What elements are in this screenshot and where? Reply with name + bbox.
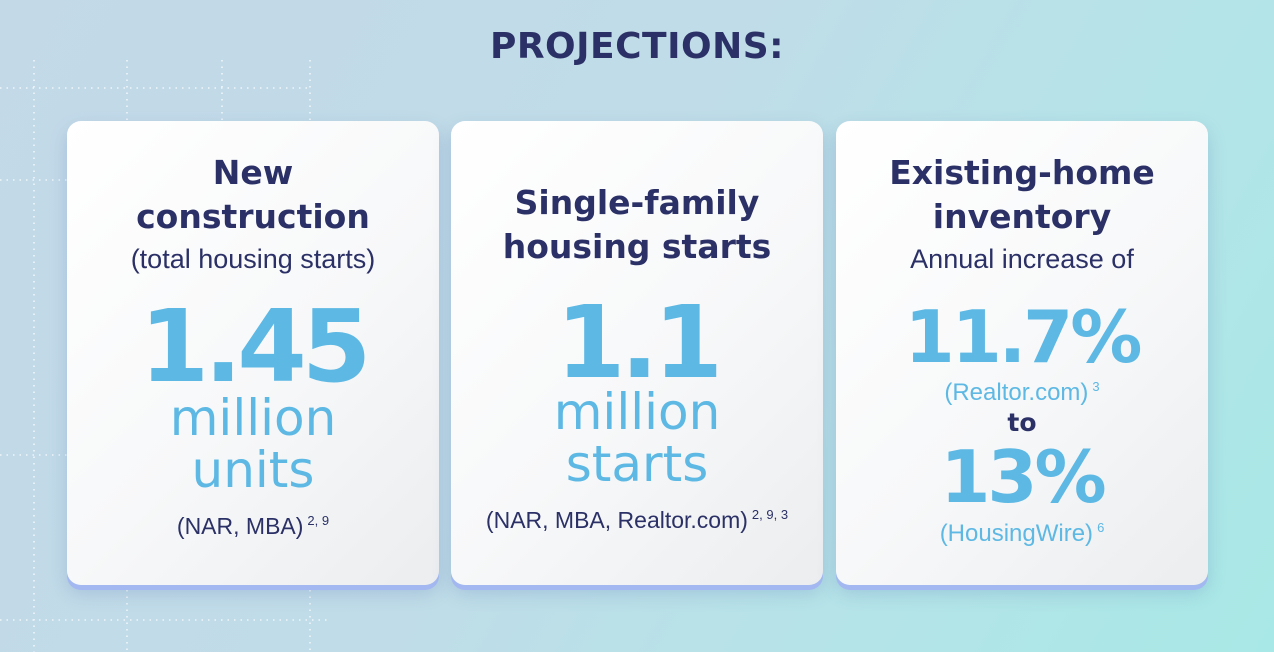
card-subheading: (total housing starts)	[130, 244, 376, 274]
card-heading-line: Single-family	[514, 183, 760, 222]
stat-value: 1.1	[555, 284, 723, 401]
stat-unit: million	[553, 383, 721, 441]
reference-number: 3	[1092, 379, 1100, 394]
card-heading-line: construction	[136, 197, 370, 236]
stat-value-low: 11.7%	[904, 295, 1143, 379]
source-text: (Realtor.com)	[944, 379, 1089, 406]
reference-numbers: 2, 9, 3	[751, 507, 789, 522]
source-text: (NAR, MBA, Realtor.com)	[485, 507, 748, 533]
stat-unit: units	[191, 441, 315, 499]
reference-number: 6	[1097, 520, 1105, 535]
stat-unit: starts	[565, 435, 709, 493]
source-citation: (NAR, MBA, Realtor.com) 2, 9, 3	[451, 507, 823, 534]
reference-numbers: 2, 9	[307, 513, 330, 528]
card-single-family-starts: Single-family housing starts 1.1 million…	[451, 121, 823, 585]
source-text: (NAR, MBA)	[176, 513, 304, 539]
card-heading-line: New	[212, 153, 294, 192]
source-citation-high: (HousingWire) 6	[836, 520, 1208, 548]
range-connector: to	[1007, 408, 1037, 437]
card-subheading: Annual increase of	[910, 244, 1134, 274]
card-heading-line: Existing-home	[889, 153, 1155, 192]
card-existing-home-inventory: Existing-home inventory Annual increase …	[836, 121, 1208, 585]
card-heading-line: inventory	[932, 197, 1112, 236]
stat-value-high: 13%	[940, 435, 1106, 519]
source-citation-low: (Realtor.com) 3	[836, 379, 1208, 407]
card-new-construction: New construction (total housing starts) …	[67, 121, 439, 585]
stat-value: 1.45	[139, 288, 372, 405]
card-heading-line: housing starts	[502, 227, 772, 266]
source-text: (HousingWire)	[939, 520, 1094, 547]
source-citation: (NAR, MBA) 2, 9	[67, 513, 439, 540]
page-title: PROJECTIONS:	[489, 26, 785, 67]
stat-unit: million	[169, 389, 337, 447]
